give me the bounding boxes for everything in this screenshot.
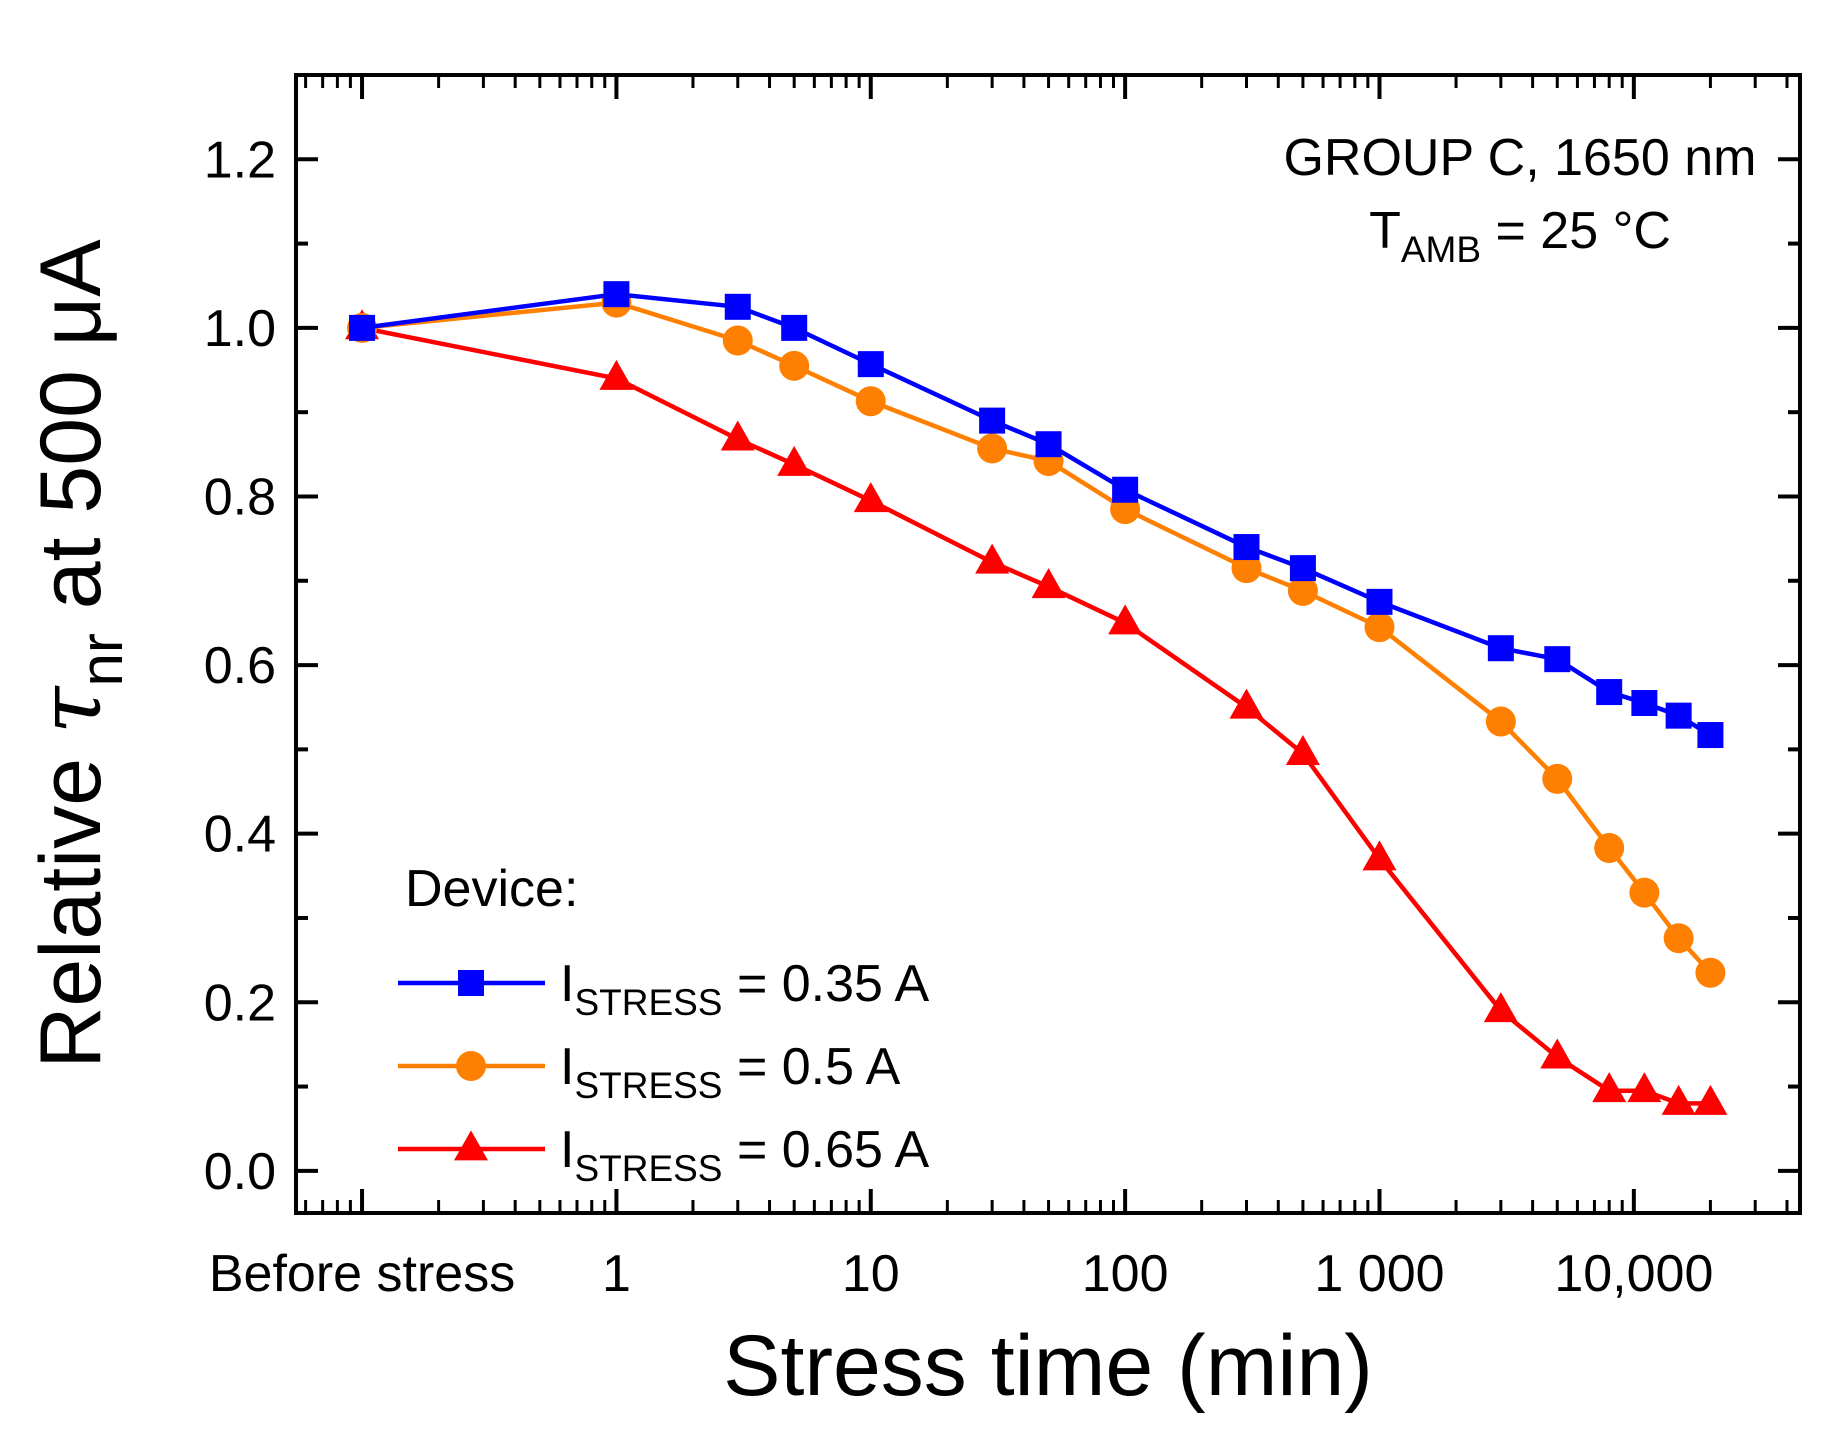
data-point (1693, 1084, 1728, 1115)
legend-label: ISTRESS = 0.35 A (560, 955, 930, 1023)
data-point (1231, 553, 1262, 584)
x-tick-label: 1 (602, 1245, 631, 1303)
data-point (1697, 722, 1724, 749)
data-point (1112, 476, 1139, 503)
data-point (1362, 840, 1397, 871)
data-point (1366, 588, 1393, 615)
data-point (1542, 763, 1573, 794)
data-point (781, 314, 808, 341)
data-point (1487, 635, 1514, 662)
data-point (1035, 431, 1062, 458)
labels: 0.0 0.2 0.4 0.6 0.8 1.0 1.2 Before stress 1 10 100… (21, 129, 1757, 1414)
series-square (349, 281, 1724, 749)
data-point (1031, 568, 1066, 599)
data-point (1229, 688, 1264, 719)
data-point (1285, 734, 1320, 765)
y-tick-label: 0.4 (204, 806, 276, 864)
legend: Device: ISTRESS = 0.35 A ISTRESS = 0.5 A IS… (398, 860, 930, 1189)
data-point (599, 359, 634, 390)
data-point (979, 407, 1006, 434)
annotation-line2: TAMB = 25 °C (1369, 202, 1671, 270)
data-point (977, 433, 1008, 464)
series-triangle (345, 309, 1728, 1115)
legend-swatch-marker (454, 1130, 488, 1161)
data-point (603, 281, 630, 308)
data-point (853, 482, 888, 513)
data-point (777, 445, 812, 476)
data-point (1665, 702, 1692, 729)
data-point (1627, 1072, 1662, 1103)
data-point (1233, 534, 1260, 561)
legend-entry: ISTRESS = 0.35 A (398, 955, 930, 1023)
data-point (1483, 992, 1518, 1023)
x-axis-label: Stress time (min) (723, 1318, 1373, 1414)
series-line (361, 291, 1712, 737)
data-point (1540, 1038, 1575, 1069)
data-point (855, 386, 886, 417)
x-tick-label: 10 (842, 1245, 900, 1303)
legend-swatch-marker (458, 970, 484, 996)
y-tick-label: 0.8 (204, 468, 276, 526)
x-tick-label: 1 000 (1314, 1245, 1444, 1303)
data-point (720, 420, 755, 451)
annotation-line1: GROUP C, 1650 nm (1283, 129, 1756, 187)
data-point (1592, 1072, 1627, 1103)
axes (294, 73, 1802, 1215)
data-point (1287, 575, 1318, 606)
y-tick-label: 0.2 (204, 974, 276, 1032)
legend-label: ISTRESS = 0.65 A (560, 1121, 930, 1189)
y-tick-label: 1.2 (204, 131, 276, 189)
legend-label: ISTRESS = 0.5 A (560, 1038, 901, 1106)
legend-entry: ISTRESS = 0.5 A (398, 1038, 901, 1106)
legend-entry: ISTRESS = 0.65 A (398, 1121, 930, 1189)
data-point (1485, 706, 1516, 737)
data-point (779, 350, 810, 381)
data-point (975, 543, 1010, 574)
data-point (724, 293, 751, 320)
data-point (1695, 957, 1726, 988)
data-point (857, 351, 884, 378)
data-point (1594, 832, 1625, 863)
data-point (1631, 690, 1658, 717)
y-tick-label: 0.6 (204, 637, 276, 695)
y-axis-label: Relative τnr at 500 μA (21, 239, 135, 1069)
data-point (1663, 923, 1694, 954)
data-point (1661, 1084, 1696, 1115)
x-tick-label: 100 (1082, 1245, 1169, 1303)
data-point (1596, 679, 1623, 706)
data-point (1108, 604, 1143, 635)
legend-swatch-marker (456, 1051, 486, 1081)
x-tick-label: Before stress (209, 1245, 515, 1303)
data-point (349, 314, 376, 341)
x-tick-label: 10,000 (1554, 1245, 1713, 1303)
y-tick-label: 1.0 (204, 300, 276, 358)
data-point (1629, 877, 1660, 908)
legend-title: Device: (405, 860, 578, 918)
data-point (722, 325, 753, 356)
y-tick-label: 0.0 (204, 1143, 276, 1201)
series-layer (345, 281, 1728, 1115)
data-point (1544, 646, 1571, 673)
plot-frame (294, 73, 1802, 1215)
data-point (1364, 612, 1395, 643)
data-point (1289, 555, 1316, 582)
